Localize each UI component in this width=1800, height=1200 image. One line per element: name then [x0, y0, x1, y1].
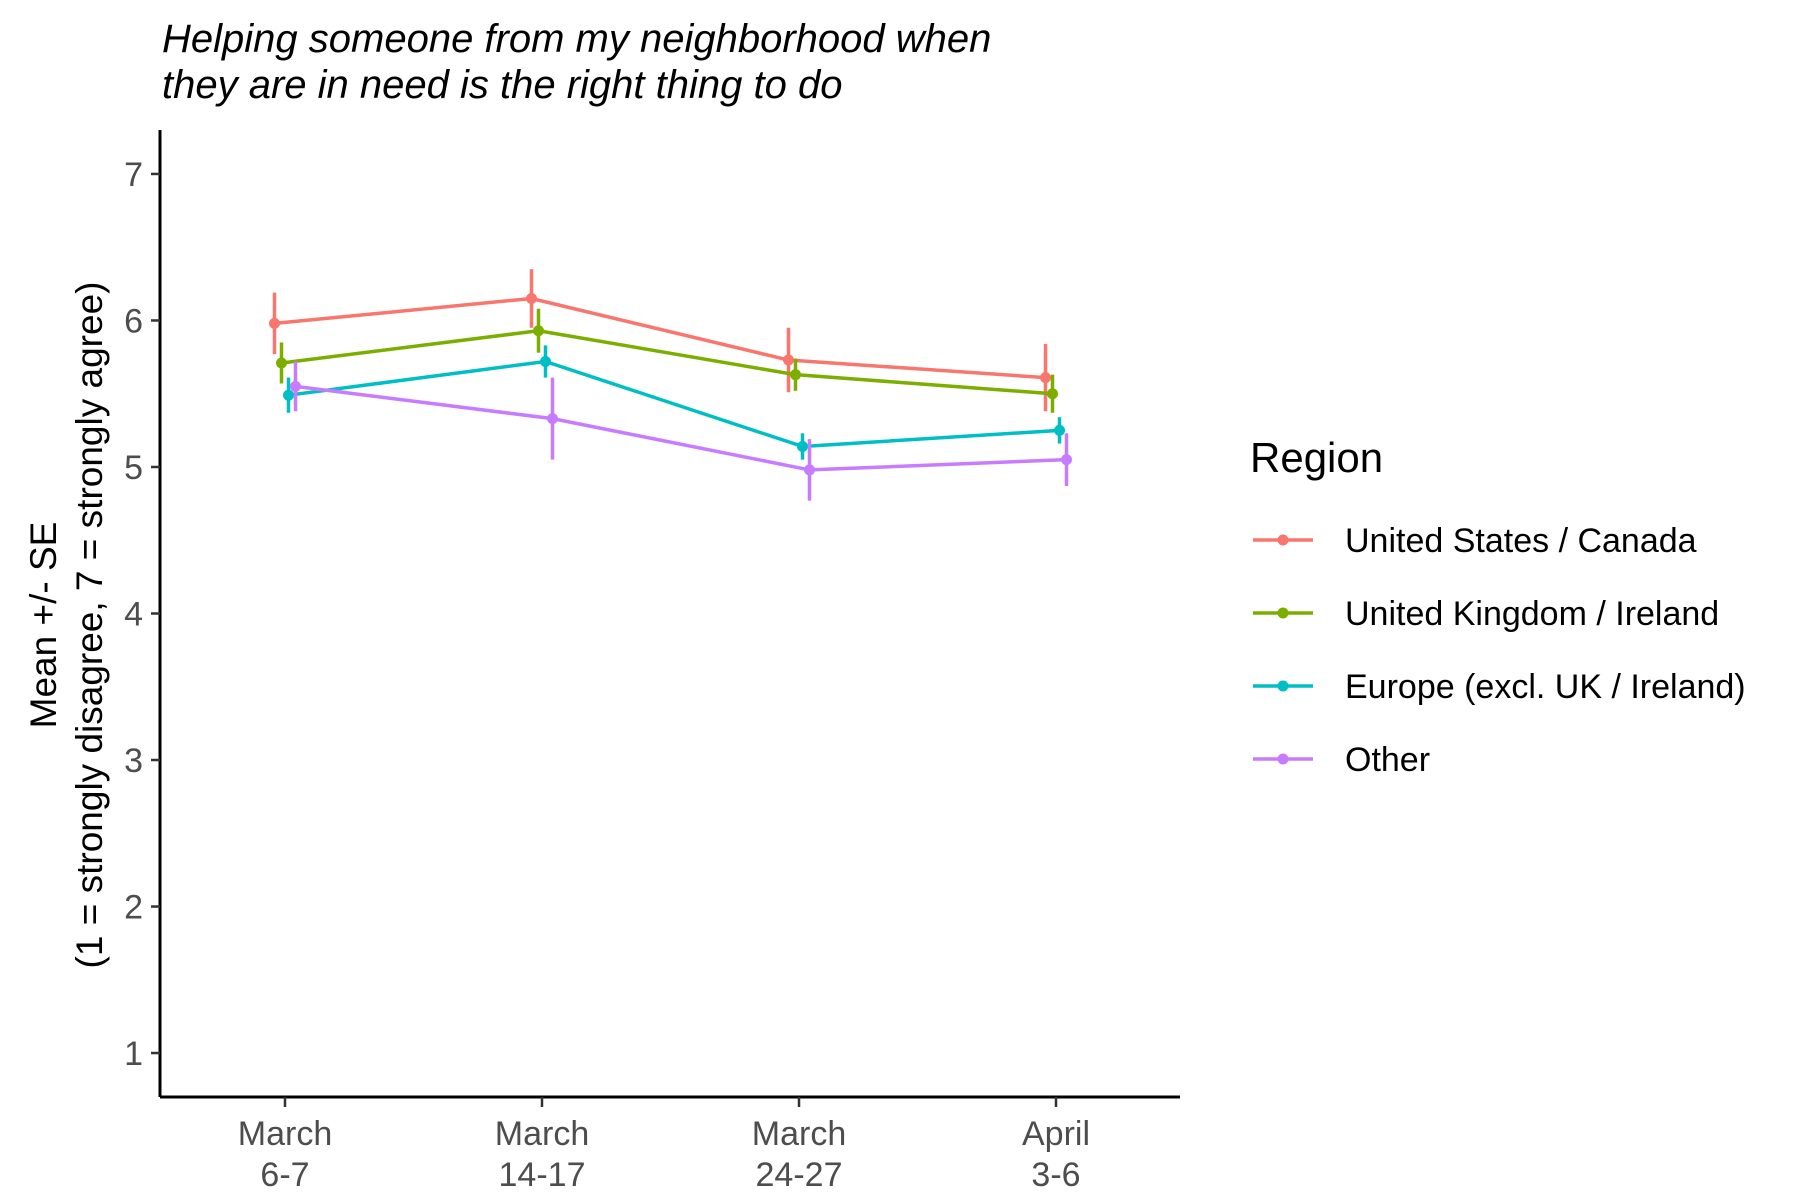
x-tick-label: 6-7	[260, 1156, 309, 1194]
data-point	[283, 389, 294, 401]
x-tick-label: March	[495, 1115, 589, 1153]
x-tick-label: 3-6	[1031, 1156, 1080, 1194]
legend-item: United Kingdom / Ireland	[1253, 595, 1719, 633]
data-point	[276, 357, 287, 369]
series-line	[274, 296, 1046, 380]
data-point	[1040, 372, 1051, 384]
legend-key-point	[1277, 607, 1289, 619]
series-line	[288, 359, 1060, 449]
legend-key-point	[1277, 680, 1289, 692]
plot-area: 1234567March6-7March14-17March24-27April…	[124, 130, 1180, 1194]
chart-title-line-1: Helping someone from my neighborhood whe…	[162, 17, 991, 61]
x-tick-label: March	[752, 1115, 846, 1153]
x-tick-label: 24-27	[756, 1156, 843, 1194]
series-line	[295, 384, 1067, 472]
data-point	[783, 354, 794, 366]
legend-key-point	[1277, 753, 1289, 765]
y-axis-title-line-2: (1 = strongly disagree, 7 = strongly agr…	[69, 282, 110, 969]
legend-item: United States / Canada	[1253, 522, 1697, 560]
x-tick-label: March	[238, 1115, 332, 1153]
data-point	[1047, 388, 1058, 400]
y-tick-label: 5	[124, 449, 143, 487]
y-axis-title-line-1: Mean +/- SE	[23, 522, 64, 729]
legend-key-point	[1277, 534, 1289, 546]
data-point	[804, 464, 815, 476]
y-tick-label: 7	[124, 156, 143, 194]
series-united-kingdom-ireland	[276, 308, 1058, 413]
legend-label: Europe (excl. UK / Ireland)	[1345, 668, 1746, 706]
legend-label: United States / Canada	[1345, 522, 1697, 560]
legend-item: Europe (excl. UK / Ireland)	[1253, 668, 1746, 706]
data-point	[797, 440, 808, 452]
y-tick-label: 3	[124, 742, 143, 780]
chart-title-line-2: they are in need is the right thing to d…	[162, 63, 842, 107]
data-point	[290, 380, 301, 392]
legend-title: Region	[1250, 434, 1383, 481]
x-tick-label: April	[1022, 1115, 1090, 1153]
legend-item: Other	[1253, 741, 1430, 779]
data-point	[540, 355, 551, 367]
data-point	[1054, 424, 1065, 436]
series-europe-excl-uk-ireland-	[283, 345, 1065, 460]
data-point	[1061, 454, 1072, 466]
data-point	[790, 369, 801, 381]
chart-title: Helping someone from my neighborhood whe…	[162, 17, 991, 107]
legend-label: Other	[1345, 741, 1430, 779]
data-point	[526, 292, 537, 304]
x-tick-label: 14-17	[499, 1156, 586, 1194]
series-other	[290, 361, 1072, 501]
y-tick-label: 1	[124, 1035, 143, 1073]
data-point	[533, 325, 544, 337]
series-united-states-canada	[269, 269, 1051, 412]
y-axis-title: Mean +/- SE (1 = strongly disagree, 7 = …	[23, 282, 110, 969]
y-tick-label: 2	[124, 889, 143, 927]
y-tick-label: 6	[124, 302, 143, 340]
y-tick-label: 4	[124, 596, 143, 634]
legend: Region United States / Canada United King…	[1250, 434, 1746, 779]
data-point	[547, 413, 558, 425]
legend-label: United Kingdom / Ireland	[1345, 595, 1719, 633]
data-point	[269, 317, 280, 329]
series-line	[281, 328, 1053, 396]
